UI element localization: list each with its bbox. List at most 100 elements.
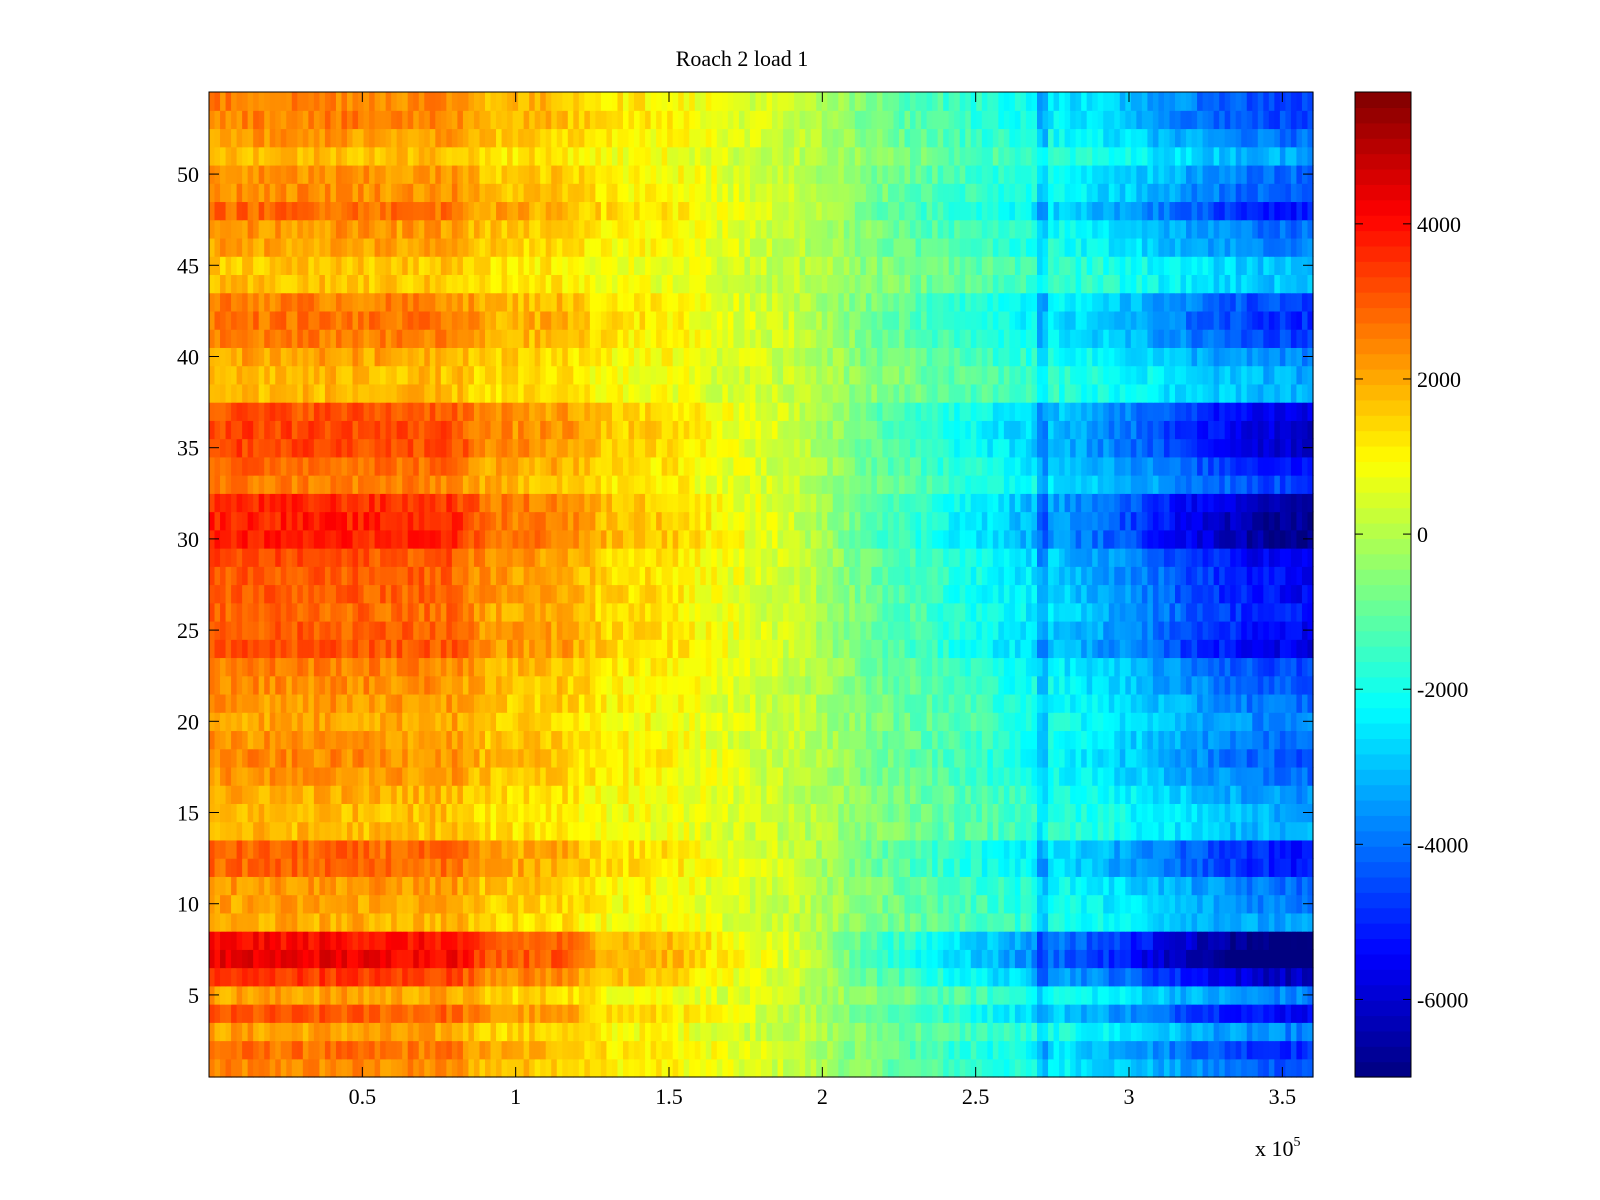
heatmap-cell (220, 675, 227, 695)
heatmap-cell (694, 821, 701, 841)
heatmap-cell (1064, 712, 1071, 732)
heatmap-cell (435, 639, 442, 659)
heatmap-cell (854, 1022, 861, 1042)
heatmap-cell (766, 657, 773, 677)
heatmap-cell (1163, 1022, 1171, 1042)
heatmap-cell (606, 675, 613, 695)
heatmap-cell (965, 1004, 972, 1023)
heatmap-cell (1037, 1022, 1044, 1042)
heatmap-cell (904, 657, 911, 677)
heatmap-cell (700, 639, 707, 659)
heatmap-cell (1235, 858, 1242, 877)
heatmap-cell (689, 766, 696, 786)
heatmap-cell (1246, 785, 1253, 804)
heatmap-cell (490, 949, 497, 969)
heatmap-cell (385, 639, 392, 659)
heatmap-cell (606, 858, 613, 877)
heatmap-cell (1119, 766, 1126, 786)
heatmap-cell (1290, 748, 1298, 768)
heatmap-cell (551, 657, 558, 677)
heatmap-cell (1119, 985, 1126, 1005)
heatmap-cell (291, 712, 298, 732)
heatmap-cell (1202, 693, 1209, 713)
heatmap-cell (209, 876, 216, 896)
heatmap-cell (214, 748, 221, 768)
heatmap-cell (1130, 712, 1137, 732)
heatmap-cell (225, 693, 232, 713)
heatmap-cell (523, 821, 530, 841)
heatmap-cell (843, 821, 850, 841)
heatmap-cell (1224, 712, 1231, 732)
heatmap-cell (788, 675, 795, 695)
heatmap-cell (1125, 876, 1132, 896)
heatmap-cell (1301, 693, 1309, 713)
heatmap-cell (683, 931, 690, 950)
heatmap-cell (981, 1040, 988, 1060)
heatmap-cell (943, 748, 950, 768)
heatmap-cell (242, 894, 249, 914)
heatmap-cell (380, 657, 387, 677)
heatmap-cell (799, 985, 806, 1005)
heatmap-cell (838, 766, 845, 786)
heatmap-cell (1031, 675, 1038, 695)
heatmap-cell (722, 858, 729, 877)
heatmap-cell (639, 876, 646, 896)
heatmap-cell (385, 785, 392, 804)
heatmap-cell (838, 949, 845, 969)
heatmap-cell (1241, 748, 1248, 768)
heatmap-cell (562, 1004, 569, 1023)
heatmap-cell (998, 949, 1005, 969)
heatmap-cell (457, 730, 464, 750)
heatmap-cell (1246, 639, 1253, 659)
heatmap-cell (1290, 766, 1298, 786)
heatmap-cell (656, 657, 663, 677)
heatmap-cell (860, 912, 867, 932)
heatmap-cell (860, 748, 867, 768)
heatmap-cell (761, 1040, 768, 1060)
heatmap-cell (722, 912, 729, 932)
heatmap-cell (1086, 657, 1093, 677)
heatmap-cell (716, 985, 723, 1005)
heatmap-cell (275, 639, 282, 659)
heatmap-cell (457, 712, 464, 732)
heatmap-cell (700, 620, 707, 640)
heatmap-cell (534, 748, 541, 768)
heatmap-cell (236, 766, 243, 786)
heatmap-cell (705, 912, 712, 932)
heatmap-cell (777, 876, 784, 896)
heatmap-cell (1048, 639, 1055, 659)
heatmap-cell (606, 967, 613, 987)
heatmap-cell (998, 967, 1005, 987)
heatmap-cell (540, 949, 547, 969)
heatmap-cell (887, 803, 895, 823)
heatmap-cell (1025, 766, 1033, 786)
heatmap-cell (1235, 620, 1242, 640)
heatmap-cell (794, 1004, 801, 1023)
heatmap-cell (352, 1004, 359, 1023)
heatmap-cell (1301, 730, 1309, 750)
heatmap-cell (313, 639, 320, 659)
heatmap-cell (876, 821, 884, 841)
heatmap-cell (915, 949, 922, 969)
heatmap-cell (507, 785, 514, 804)
heatmap-cell (937, 912, 944, 932)
heatmap-cell (899, 894, 906, 914)
heatmap-cell (1141, 766, 1148, 786)
heatmap-cell (435, 931, 442, 950)
heatmap-cell (749, 949, 757, 969)
heatmap-cell (667, 821, 674, 841)
heatmap-cell (1009, 1022, 1016, 1042)
heatmap-cell (678, 876, 685, 896)
heatmap-cell (965, 949, 972, 969)
heatmap-cell (672, 1058, 679, 1078)
heatmap-cell (761, 675, 768, 695)
heatmap-cell (1169, 1004, 1176, 1023)
heatmap-cell (529, 949, 536, 969)
heatmap-cell (1202, 1022, 1209, 1042)
heatmap-cell (777, 1040, 784, 1060)
heatmap-cell (473, 1058, 481, 1078)
heatmap-cell (523, 1040, 530, 1060)
heatmap-cell (755, 766, 762, 786)
heatmap-cell (407, 620, 414, 640)
heatmap-cell (766, 712, 773, 732)
